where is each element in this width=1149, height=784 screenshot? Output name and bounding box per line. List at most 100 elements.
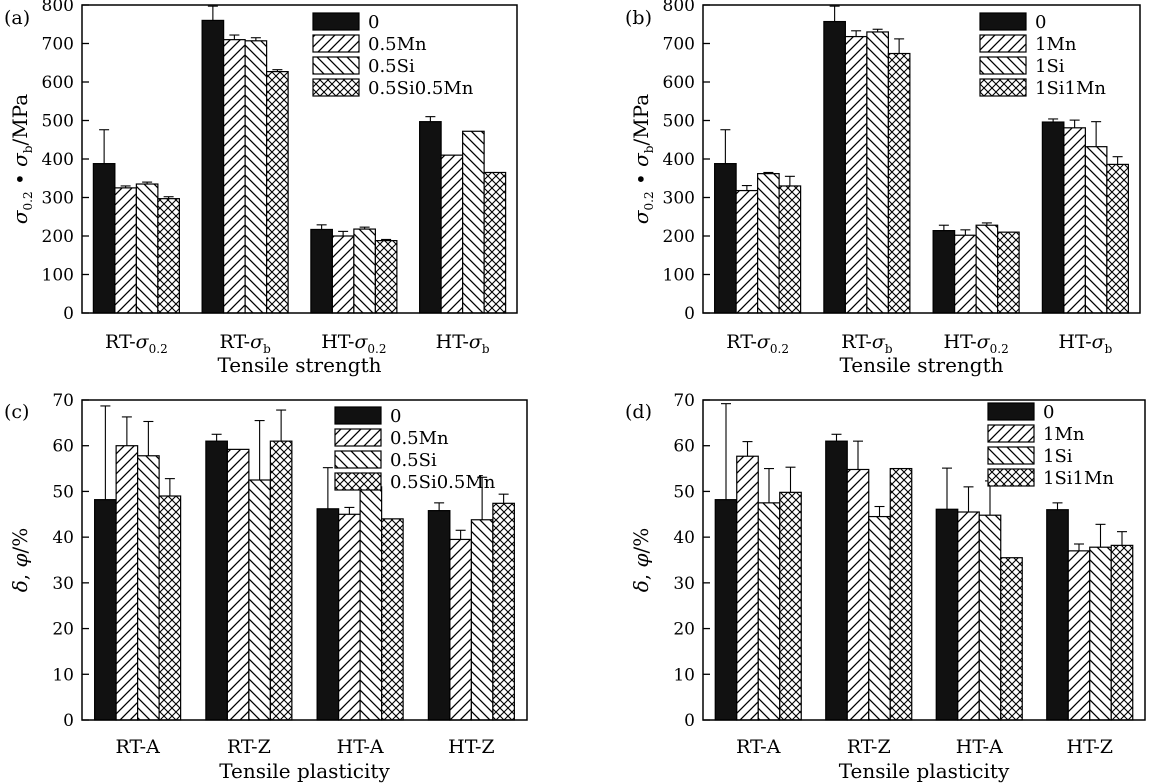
bar-solid (94, 499, 117, 721)
bar-diag-down (866, 31, 889, 314)
y-tick-label: 10 (52, 665, 74, 685)
bar-cross (158, 495, 182, 721)
legend-swatch (979, 56, 1027, 75)
x-tick-label: HT-A (956, 736, 1003, 758)
x-tick-label: RT-Z (227, 736, 271, 758)
bar-diag-up (1067, 550, 1091, 721)
bar-solid (1041, 121, 1065, 314)
legend-label: 0.5Si (368, 56, 415, 77)
y-tick-label: 800 (663, 0, 695, 16)
y-tick-label: 400 (663, 150, 695, 170)
x-axis-label: Tensile plasticity (219, 759, 390, 783)
legend-swatch (334, 406, 382, 425)
plot-frame (702, 399, 1146, 721)
bar-diag-down (353, 228, 376, 314)
y-tick-label: 0 (684, 711, 695, 731)
chart-panel-b: 0 100 200 300 400 500 600 700 800 RT-σ0.2 RT-σb HT-… (625, 0, 1141, 377)
plot-frame (702, 4, 1141, 314)
bar-diag-down (757, 502, 781, 721)
panel-label: (c) (4, 401, 29, 423)
y-tick-label: 60 (52, 437, 74, 457)
y-tick-label: 60 (673, 437, 695, 457)
x-tick-label: RT-σ0.2 (105, 331, 168, 356)
legend-label: 0.5Si0.5Mn (368, 78, 474, 99)
bar-solid (825, 440, 848, 721)
bar-solid (427, 510, 451, 721)
x-tick-label: RT-σb (841, 331, 893, 356)
y-tick-label: 500 (42, 112, 74, 132)
bar-diag-up (226, 448, 250, 721)
bar-cross (778, 185, 802, 314)
y-axis-label: δ, φ/% (8, 528, 32, 593)
bar-cross (997, 231, 1020, 314)
x-axis-label: Tensile plasticity (839, 759, 1010, 783)
bar-cross (1000, 557, 1023, 721)
bar-diag-up (338, 513, 361, 721)
bar-diag-down (462, 130, 485, 314)
y-tick-label: 300 (42, 189, 74, 209)
bar-diag-down (244, 40, 268, 314)
bar-diag-up (1063, 127, 1086, 314)
bar-diag-down (1089, 546, 1112, 721)
bar-diag-up (846, 468, 870, 721)
x-tick-label: HT-σ0.2 (943, 331, 1008, 356)
bar-cross (266, 71, 289, 314)
legend-swatch (987, 468, 1035, 487)
legend-swatch (312, 78, 360, 97)
bar-solid (201, 19, 225, 314)
y-tick-label: 30 (673, 574, 695, 594)
bar-diag-down (248, 479, 271, 721)
y-tick-label: 0 (63, 304, 74, 324)
legend-label: 1Si (1043, 446, 1073, 467)
bar-cross (381, 518, 404, 721)
legend-label: 1Mn (1035, 34, 1077, 55)
legend-label: 0 (390, 406, 401, 427)
bar-diag-down (978, 514, 1002, 721)
bar-diag-down (359, 486, 383, 721)
y-tick-label: 700 (663, 35, 695, 55)
legend-swatch (987, 446, 1035, 465)
x-tick-label: HT-σb (436, 331, 490, 356)
y-tick-label: 50 (673, 482, 695, 502)
legend-swatch (979, 12, 1027, 31)
y-tick-label: 0 (684, 304, 695, 324)
legend-swatch (312, 34, 360, 53)
y-axis-label: δ, φ/% (629, 528, 653, 593)
plot-frame (81, 399, 528, 721)
legend-swatch (312, 12, 360, 31)
y-tick-label: 700 (42, 35, 74, 55)
legend-label: 0.5Si (390, 450, 437, 471)
bar-solid (419, 121, 442, 314)
bar-cross (887, 52, 911, 314)
legend-label: 0 (1035, 12, 1046, 33)
bar-diag-up (735, 189, 759, 314)
y-tick-label: 30 (52, 574, 74, 594)
y-tick-label: 500 (663, 112, 695, 132)
x-tick-label: RT-Z (847, 736, 891, 758)
plot-frame (81, 4, 518, 314)
legend-swatch (312, 56, 360, 75)
legend-label: 0.5Mn (390, 428, 449, 449)
bar-diag-up (449, 538, 472, 721)
y-axis-label: σ0.2 • σb/MPa (8, 94, 35, 224)
bar-cross (483, 171, 507, 314)
legend-label: 1Si1Mn (1043, 468, 1114, 489)
y-tick-label: 0 (63, 711, 74, 731)
bar-cross (269, 440, 293, 721)
x-tick-label: RT-σ0.2 (726, 331, 789, 356)
y-tick-label: 600 (663, 73, 695, 93)
y-tick-label: 70 (52, 391, 74, 411)
bar-diag-up (114, 187, 137, 314)
chart-panel-a: 0 100 200 300 400 500 600 700 800 RT-σ0.2 RT-σb HT-… (4, 0, 518, 377)
y-tick-label: 40 (673, 528, 695, 548)
bar-diag-down (137, 455, 160, 721)
legend-label: 1Si1Mn (1035, 78, 1106, 99)
x-tick-label: HT-Z (1067, 736, 1113, 758)
legend-label: 0 (368, 12, 379, 33)
bar-diag-up (957, 511, 980, 721)
legend-label: 1Si (1035, 56, 1065, 77)
legend-label: 0 (1043, 402, 1054, 423)
x-tick-label: RT-A (115, 736, 160, 758)
bar-cross (1110, 544, 1134, 721)
bar-diag-down (135, 183, 159, 314)
